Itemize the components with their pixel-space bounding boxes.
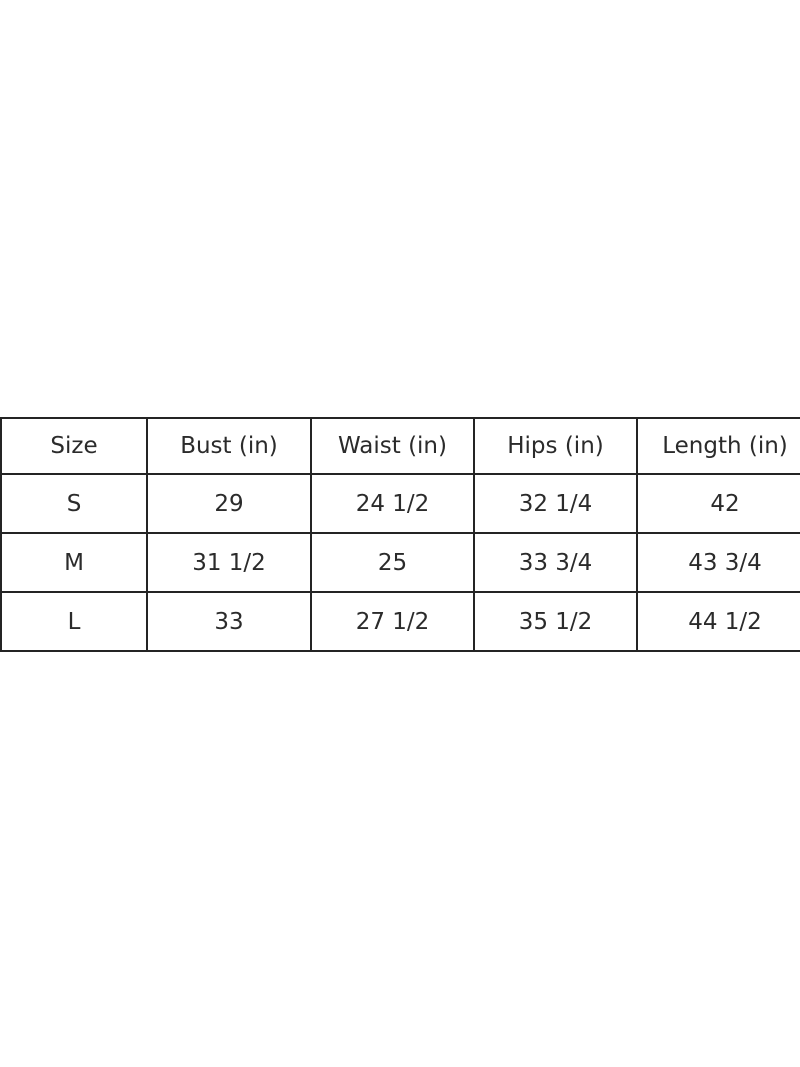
column-header-length: Length (in) xyxy=(636,417,800,475)
table-cell: 31 1/2 xyxy=(146,532,312,593)
table-cell: 44 1/2 xyxy=(636,591,800,652)
column-header-hips: Hips (in) xyxy=(473,417,638,475)
table-row-size-s: S 29 24 1/2 32 1/4 42 xyxy=(0,473,800,534)
size-label: L xyxy=(0,591,148,652)
table-cell: 35 1/2 xyxy=(473,591,638,652)
table-row-size-l: L 33 27 1/2 35 1/2 44 1/2 xyxy=(0,591,800,652)
table-cell: 32 1/4 xyxy=(473,473,638,534)
size-chart-table: Size Bust (in) Waist (in) Hips (in) Leng… xyxy=(0,417,800,652)
table-cell: 33 xyxy=(146,591,312,652)
column-header-waist: Waist (in) xyxy=(310,417,475,475)
table-row-size-m: M 31 1/2 25 33 3/4 43 3/4 xyxy=(0,532,800,593)
table-header-row: Size Bust (in) Waist (in) Hips (in) Leng… xyxy=(0,417,800,475)
size-label: M xyxy=(0,532,148,593)
table-cell: 42 xyxy=(636,473,800,534)
table-cell: 24 1/2 xyxy=(310,473,475,534)
column-header-bust: Bust (in) xyxy=(146,417,312,475)
size-label: S xyxy=(0,473,148,534)
table-cell: 27 1/2 xyxy=(310,591,475,652)
table-cell: 33 3/4 xyxy=(473,532,638,593)
table-cell: 29 xyxy=(146,473,312,534)
table-cell: 25 xyxy=(310,532,475,593)
table-cell: 43 3/4 xyxy=(636,532,800,593)
column-header-size: Size xyxy=(0,417,148,475)
size-chart-container: Size Bust (in) Waist (in) Hips (in) Leng… xyxy=(0,417,800,654)
